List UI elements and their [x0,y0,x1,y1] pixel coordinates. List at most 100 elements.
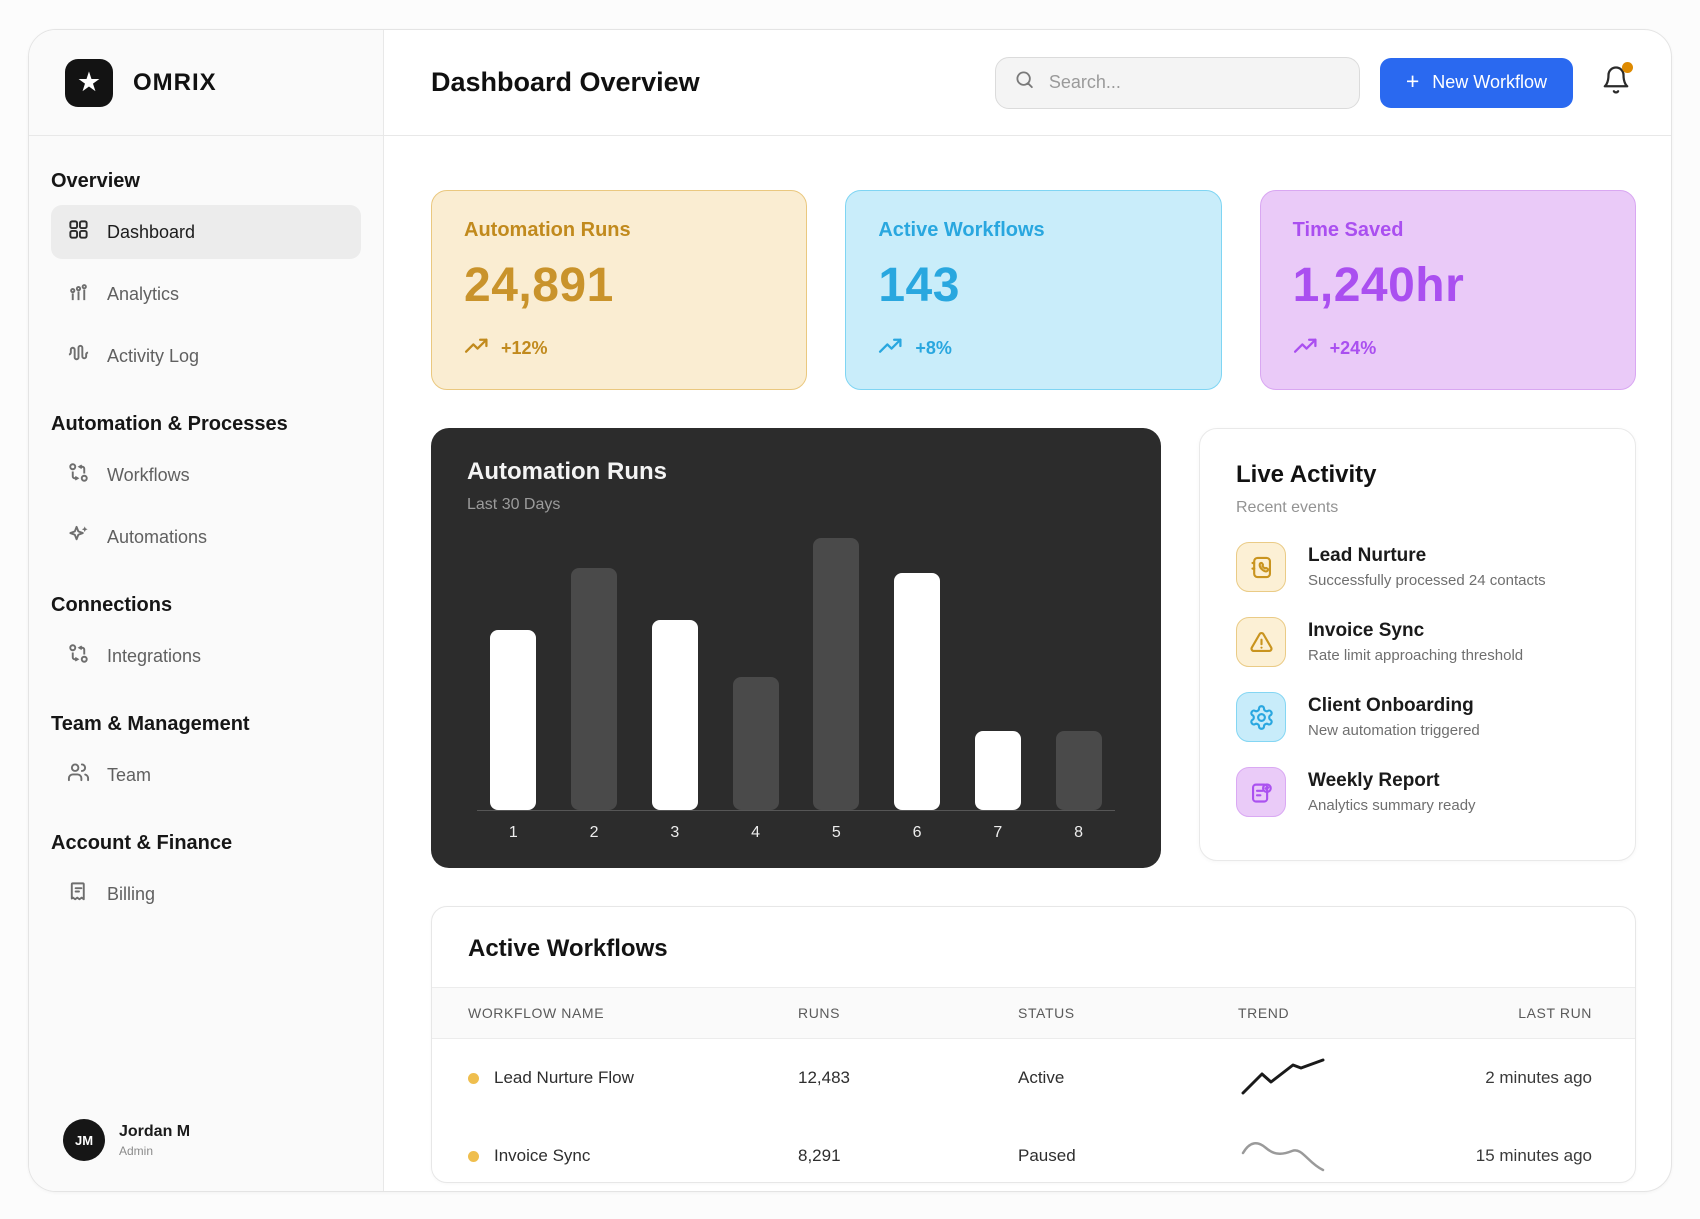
chart-x-tick: 8 [1074,824,1084,841]
analytics-bars-icon [67,280,90,308]
sidebar-item-label: Team [107,764,152,785]
bar-chart [467,514,1125,810]
activity-item-title: Client Onboarding [1308,695,1474,716]
activity-item-lead-nurture[interactable]: Lead Nurture Successfully processed 24 c… [1236,542,1599,592]
workflow-runs: 8,291 [798,1146,841,1165]
sidebar-item-label: Dashboard [107,221,196,242]
avatar: JM [63,1119,105,1161]
stat-card-automation-runs: Automation Runs 24,891 +12% [431,190,808,390]
notification-dot [1622,62,1633,73]
trend-up-icon [1293,336,1318,361]
column-header-runs: RUNS [798,1005,841,1021]
column-header-trend: TREND [1238,1005,1290,1021]
sidebar-item-integrations[interactable]: Integrations [51,629,361,683]
workflow-status: Active [1018,1068,1065,1087]
brand-name: OMRIX [133,68,217,96]
search-icon [1014,69,1036,96]
stats-row: Automation Runs 24,891 +12% Active Workf… [431,190,1636,390]
notifications-button[interactable] [1601,62,1633,100]
user-profile[interactable]: JM Jordan M Admin [29,1097,383,1191]
live-activity-title: Live Activity [1236,461,1377,488]
page-title: Dashboard Overview [431,67,700,97]
stat-label: Automation Runs [464,219,631,241]
chart-subtitle: Last 30 Days [467,496,561,513]
new-workflow-button[interactable]: + New Workflow [1379,57,1573,108]
workflow-name: Invoice Sync [494,1146,591,1165]
stat-value: 143 [878,259,960,312]
sidebar-item-label: Billing [107,883,156,904]
user-role: Admin [119,1143,154,1158]
trend-up-icon [464,336,489,361]
chart-bar [651,619,698,810]
live-activity-panel: Live Activity Recent events Lead Nurture… [1199,428,1636,861]
sidebar-item-team[interactable]: Team [51,748,361,802]
chart-bar [571,567,618,810]
nav-section-overview: Overview [51,170,140,192]
sidebar-nav: Overview Dashboard Analytics Activity Lo… [29,136,383,1097]
sparkle-icon [67,523,90,551]
workflow-last-run: 15 minutes ago [1475,1146,1592,1165]
sidebar-item-label: Workflows [107,464,190,485]
workflow-runs: 12,483 [798,1068,850,1087]
workflow-status: Paused [1018,1146,1076,1165]
column-header-last-run: LAST RUN [1518,1005,1592,1021]
sidebar-item-activity-log[interactable]: Activity Log [51,329,361,383]
workflow-branch-icon [67,642,90,670]
workflow-status-dot [468,1150,479,1162]
activity-item-description: Successfully processed 24 contacts [1308,572,1546,589]
chart-x-tick: 4 [751,824,761,841]
bell-icon [1601,66,1631,99]
stat-value: 24,891 [464,259,614,312]
table-header-row: WORKFLOW NAME RUNS STATUS TREND LAST RUN [432,987,1635,1039]
brand-star-icon: ★ [65,58,113,107]
sidebar-item-analytics[interactable]: Analytics [51,267,361,321]
top-bar: Dashboard Overview + New Workflow [384,30,1671,136]
chart-x-tick: 5 [831,824,841,841]
chart-x-tick: 7 [993,824,1003,841]
dashboard-grid-icon [67,218,90,246]
chart-bar [1055,731,1102,810]
sidebar-item-workflows[interactable]: Workflows [51,448,361,502]
live-activity-subtitle: Recent events [1236,499,1339,516]
sidebar-item-automations[interactable]: Automations [51,510,361,564]
activity-item-invoice-sync[interactable]: Invoice Sync Rate limit approaching thre… [1236,617,1599,667]
search-box[interactable] [994,56,1360,109]
activity-wave-icon [67,342,90,370]
main-area: Dashboard Overview + New Workflow [384,30,1671,1191]
workflow-name: Lead Nurture Flow [494,1068,634,1087]
trend-sparkline [1241,1142,1325,1172]
workflow-last-run: 2 minutes ago [1485,1068,1592,1087]
workflow-branch-icon [67,461,90,489]
sidebar-item-label: Analytics [107,283,180,304]
chart-x-tick: 1 [508,824,518,841]
nav-section-connections: Connections [51,594,173,616]
report-check-icon [1236,767,1286,817]
activity-item-client-onboarding[interactable]: Client Onboarding New automation trigger… [1236,692,1599,742]
new-workflow-label: New Workflow [1432,72,1547,92]
contact-book-icon [1236,542,1286,592]
chart-x-labels: 1 2 3 4 5 6 7 8 [467,811,1125,844]
user-name: Jordan M [119,1122,191,1140]
nav-section-team: Team & Management [51,713,250,735]
sidebar-item-billing[interactable]: Billing [51,867,361,921]
table-row[interactable]: Lead Nurture Flow 12,483 Active 2 minute… [432,1039,1635,1117]
sidebar-item-dashboard[interactable]: Dashboard [51,205,361,259]
active-workflows-table-card: Active Workflows WORKFLOW NAME RUNS STAT… [431,906,1636,1183]
table-row[interactable]: Invoice Sync 8,291 Paused 15 minutes ago [432,1117,1635,1182]
search-input[interactable] [1048,72,1341,93]
stat-trend-value: +24% [1329,338,1377,358]
column-header-status: STATUS [1018,1005,1075,1021]
sidebar-item-label: Integrations [107,645,202,666]
workflow-status-dot [468,1072,479,1084]
activity-item-title: Invoice Sync [1308,620,1425,641]
nav-section-automation: Automation & Processes [51,413,288,435]
receipt-icon [67,880,90,908]
sidebar-item-label: Automations [107,526,208,547]
people-icon [67,761,90,789]
activity-item-description: Rate limit approaching threshold [1308,647,1524,664]
stat-card-active-workflows: Active Workflows 143 +8% [845,190,1222,390]
activity-item-description: Analytics summary ready [1308,797,1476,814]
activity-item-weekly-report[interactable]: Weekly Report Analytics summary ready [1236,767,1599,817]
stat-label: Time Saved [1292,219,1404,241]
chart-x-tick: 6 [912,824,922,841]
